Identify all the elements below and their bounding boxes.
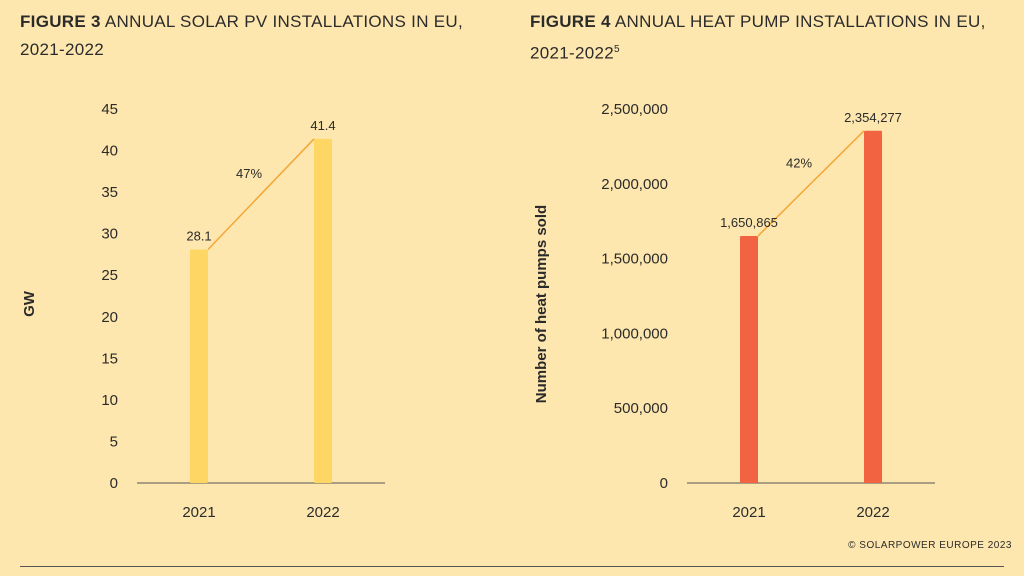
y-tick-label: 45 [101, 101, 118, 118]
y-tick-label: 2,000,000 [601, 176, 668, 193]
growth-percentage-label: 42% [786, 155, 812, 170]
y-axis-label: Number of heat pumps sold [533, 205, 550, 403]
y-tick-label: 500,000 [614, 400, 668, 417]
x-category-label: 2021 [732, 504, 765, 521]
growth-connector-line [757, 130, 865, 237]
figure-3-title: FIGURE 3 ANNUAL SOLAR PV INSTALLATIONS I… [20, 8, 490, 64]
bar-2021 [190, 249, 208, 483]
figure-4-number: FIGURE 4 [530, 12, 611, 31]
bar-2022 [314, 138, 332, 484]
y-tick-label: 0 [110, 475, 118, 492]
figure-4-footnote-marker: 5 [614, 44, 620, 55]
y-tick-label: 10 [101, 392, 118, 409]
bar-value-label: 41.4 [310, 118, 335, 133]
y-tick-label: 5 [110, 433, 118, 450]
x-category-label: 2022 [306, 504, 339, 521]
y-tick-label: 0 [660, 475, 668, 492]
y-tick-label: 1,000,000 [601, 325, 668, 342]
y-tick-label: 15 [101, 350, 118, 367]
y-tick-label: 40 [101, 143, 118, 160]
y-tick-label: 20 [101, 309, 118, 326]
figure-3-number: FIGURE 3 [20, 12, 101, 31]
y-tick-label: 2,500,000 [601, 101, 668, 118]
growth-percentage-label: 47% [236, 166, 262, 181]
bar-value-label: 2,354,277 [844, 110, 902, 125]
copyright-notice: © SOLARPOWER EUROPE 2023 [848, 540, 1012, 551]
figure-4-title: FIGURE 4 ANNUAL HEAT PUMP INSTALLATIONS … [530, 8, 1010, 68]
figure-3-title-line1: ANNUAL SOLAR PV INSTALLATIONS IN EU, [100, 12, 464, 31]
growth-connector-line [207, 138, 315, 250]
y-tick-label: 1,500,000 [601, 251, 668, 268]
y-tick-label: 35 [101, 184, 118, 201]
bar-value-label: 28.1 [186, 228, 211, 243]
x-category-label: 2021 [182, 504, 215, 521]
y-axis-label: GW [21, 290, 38, 317]
figure-3-title-line2: 2021-2022 [20, 40, 104, 59]
figure-4-title-line1: ANNUAL HEAT PUMP INSTALLATIONS IN EU, [610, 12, 986, 31]
y-tick-label: 25 [101, 267, 118, 284]
y-tick-label: 30 [101, 226, 118, 243]
figure-4-title-line2: 2021-2022 [530, 43, 614, 63]
bottom-divider [20, 566, 1004, 567]
bar-value-label: 1,650,865 [720, 215, 778, 230]
bar-2021 [740, 236, 758, 483]
x-category-label: 2022 [856, 504, 889, 521]
bar-2022 [864, 130, 882, 483]
